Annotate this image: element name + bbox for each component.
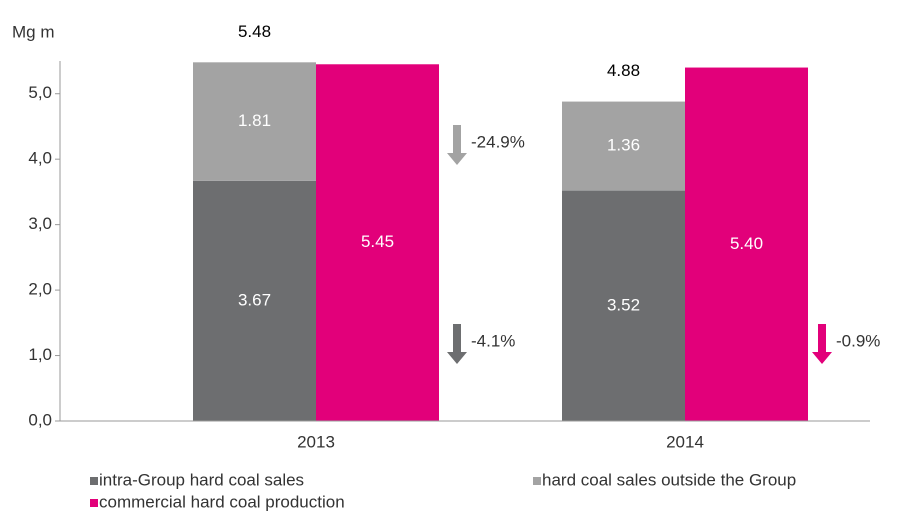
x-tick-label: 2013 <box>297 432 335 451</box>
bar-segment <box>562 101 685 191</box>
legend-label: hard coal sales outside the Group <box>542 470 796 489</box>
data-label: 1.81 <box>238 111 271 130</box>
total-label: 5.48 <box>238 22 271 41</box>
total-label: 4.88 <box>607 61 640 80</box>
legend-swatch <box>533 477 541 485</box>
y-tick-label: 2,0 <box>28 280 52 299</box>
bar-segment <box>562 190 685 421</box>
bar-segment <box>193 180 316 421</box>
y-tick-label: 1,0 <box>28 345 52 364</box>
change-arrow <box>447 324 467 364</box>
bar-segment <box>316 64 439 421</box>
data-label: 3.52 <box>607 295 640 314</box>
legend-swatch <box>90 477 98 485</box>
data-label: 5.45 <box>361 232 394 251</box>
y-tick-label: 0,0 <box>28 410 52 429</box>
change-label: -24.9% <box>471 132 525 151</box>
data-label: 5.40 <box>730 234 763 253</box>
y-tick-label: 5,0 <box>28 83 52 102</box>
change-arrow <box>447 125 467 165</box>
legend-swatch <box>90 499 98 507</box>
x-tick-label: 2014 <box>666 432 704 451</box>
legend-label: commercial hard coal production <box>99 492 345 511</box>
y-axis-label: Mg m <box>12 22 55 41</box>
legend-label: intra-Group hard coal sales <box>99 470 304 489</box>
change-label: -4.1% <box>471 331 515 350</box>
bar-segment <box>685 67 808 421</box>
y-tick-label: 3,0 <box>28 214 52 233</box>
bar-segment <box>193 62 316 181</box>
data-label: 3.67 <box>238 290 271 309</box>
change-arrow <box>812 324 832 364</box>
change-label: -0.9% <box>836 331 880 350</box>
data-label: 1.36 <box>607 136 640 155</box>
y-tick-label: 4,0 <box>28 149 52 168</box>
